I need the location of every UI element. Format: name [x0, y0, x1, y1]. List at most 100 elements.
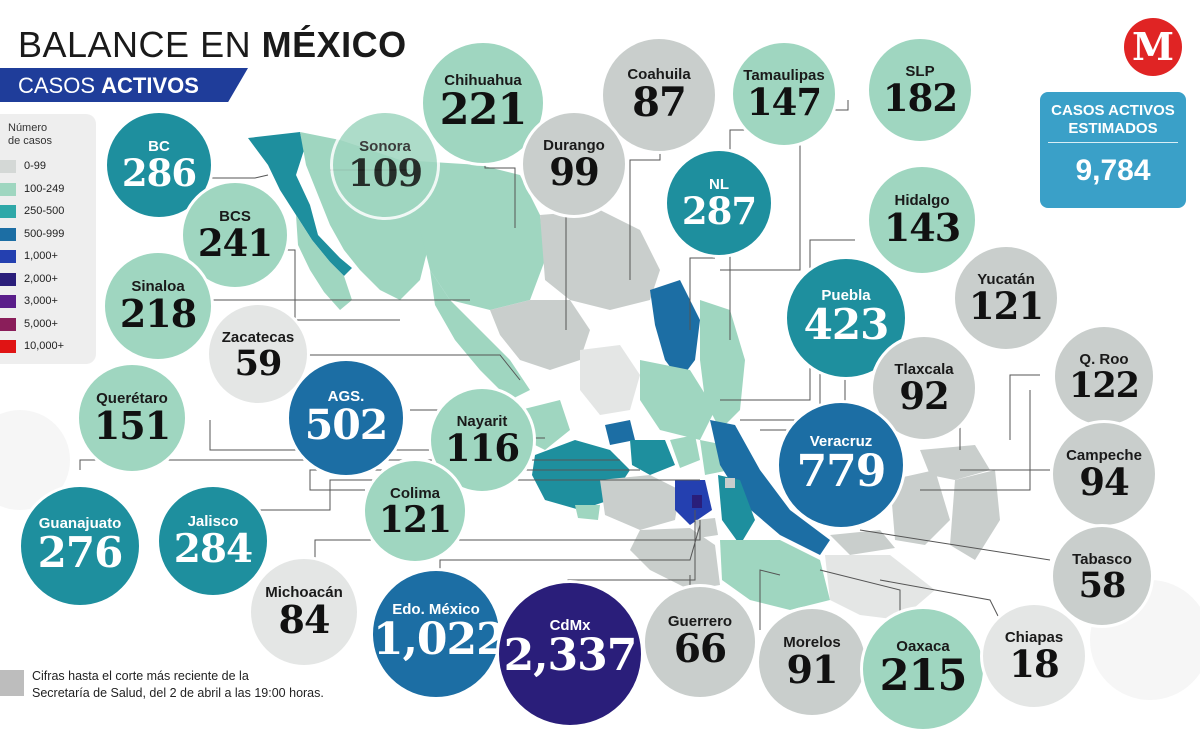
- state-name: Jalisco: [187, 512, 239, 530]
- state-value: 58: [1078, 564, 1127, 606]
- legend-swatch: [0, 317, 16, 331]
- estimated-title: CASOS ACTIVOS ESTIMADOS: [1040, 102, 1186, 138]
- legend-title: Número de casos: [8, 122, 52, 148]
- legend-swatch: [0, 295, 16, 308]
- page-title: BALANCE EN MÉXICO: [18, 24, 407, 66]
- region-cdmx: [692, 495, 702, 508]
- legend-swatch: [0, 182, 16, 196]
- state-bubble-oaxaca: Oaxaca 215: [860, 606, 986, 732]
- state-value: 287: [681, 188, 757, 233]
- state-name: Q. Roo: [1079, 350, 1129, 368]
- state-value: 59: [234, 342, 283, 384]
- state-name: AGS.: [327, 388, 365, 406]
- subtitle-emphasis: ACTIVOS: [101, 73, 199, 98]
- state-value: 276: [37, 528, 124, 578]
- state-name: Puebla: [821, 287, 871, 305]
- state-value: 286: [121, 150, 197, 195]
- region-colima: [575, 505, 600, 520]
- state-value: 423: [803, 300, 890, 350]
- milenio-logo: M: [1124, 18, 1182, 76]
- legend-title-line1: Número: [8, 122, 48, 134]
- state-bubble-hidalgo: Hidalgo 143: [866, 164, 978, 276]
- state-value: 66: [673, 626, 727, 673]
- footnote-line2: Secretaría de Salud, del 2 de abril a la…: [32, 686, 324, 700]
- footnote-swatch: [0, 670, 24, 696]
- state-name: Nayarit: [456, 413, 508, 431]
- legend-swatch: [0, 227, 16, 241]
- estimated-divider: [1048, 142, 1178, 143]
- state-name: Michoacán: [265, 584, 343, 602]
- state-bubble-slp: SLP 182: [866, 36, 974, 144]
- state-name: Chiapas: [1004, 629, 1064, 647]
- region-qroo: [950, 470, 1000, 560]
- state-bubble-sonora: Sonora 109: [330, 110, 440, 220]
- legend-label: 10,000+: [24, 340, 65, 352]
- state-name: SLP: [905, 63, 935, 81]
- state-name: NL: [709, 175, 729, 193]
- region-campeche: [890, 470, 950, 545]
- state-value: 121: [968, 284, 1044, 329]
- state-name: Querétaro: [96, 390, 168, 408]
- state-bubble-tlaxcala: Tlaxcala 92: [870, 334, 978, 442]
- region-queretaro: [670, 435, 700, 468]
- region-morelos: [695, 518, 718, 538]
- state-name: Tabasco: [1072, 550, 1132, 568]
- region-durango: [490, 300, 590, 370]
- legend-swatch: [0, 340, 16, 353]
- legend-item: 500-999: [0, 226, 96, 242]
- region-chiapas: [825, 555, 935, 620]
- legend-swatch: [0, 205, 16, 218]
- state-name: BCS: [219, 207, 251, 225]
- region-coahuila: [540, 210, 660, 310]
- state-bubble-colima: Colima 121: [362, 458, 468, 564]
- region-ags: [605, 420, 635, 445]
- state-name: Edo. México: [392, 601, 480, 619]
- region-guerrero: [630, 528, 720, 590]
- state-name: Colima: [389, 485, 440, 502]
- state-value: 221: [439, 84, 528, 135]
- state-value: 116: [444, 426, 520, 471]
- state-bubble-sinaloa: Sinaloa 218: [102, 250, 214, 362]
- legend-title-line2: de casos: [8, 135, 53, 147]
- legend-item: 1,000+: [0, 248, 96, 264]
- state-value: 151: [93, 403, 171, 449]
- state-bubble-guanajuato: Guanajuato 276: [18, 484, 142, 608]
- state-value: 94: [1079, 460, 1130, 505]
- state-bubble-campeche: Campeche 94: [1050, 420, 1158, 528]
- state-bubble-chiapas: Chiapas 18: [980, 602, 1088, 710]
- state-value: 284: [173, 525, 253, 572]
- state-bubble-tabasco: Tabasco 58: [1050, 524, 1154, 628]
- state-value: 122: [1068, 364, 1140, 406]
- state-bubble-jalisco: Jalisco 284: [156, 484, 270, 598]
- region-slp: [640, 360, 715, 440]
- footnote: Cifras hasta el corte más reciente de la…: [32, 668, 362, 702]
- estimated-title-line1: CASOS ACTIVOS: [1051, 102, 1175, 119]
- legend-label: 100-249: [24, 182, 65, 195]
- legend-item: 0-99: [0, 158, 96, 174]
- region-oaxaca: [720, 540, 830, 610]
- region-zacatecas: [580, 345, 640, 415]
- region-nl: [650, 280, 700, 380]
- state-name: CdMx: [549, 617, 591, 635]
- legend-label: 3,000+: [24, 295, 58, 307]
- legend: Número de casos 0-99 100-249 250-500 500-99…: [0, 114, 96, 364]
- state-name: BC: [148, 137, 170, 155]
- legend-item: 10,000+: [0, 338, 96, 354]
- title-text: BALANCE EN: [18, 24, 262, 65]
- state-bubble-queretaro: Querétaro 151: [76, 362, 188, 474]
- region-chihuahua: [400, 160, 545, 310]
- legend-swatch: [0, 272, 16, 286]
- state-value: 215: [879, 650, 968, 701]
- legend-item: 5,000+: [0, 316, 96, 332]
- state-bubble-yucatan: Yucatán 121: [952, 244, 1060, 352]
- region-bcs: [296, 215, 352, 310]
- region-bc: [248, 132, 352, 276]
- estimated-value: 9,784: [1075, 154, 1151, 187]
- region-tamaulipas: [700, 300, 745, 430]
- state-value: 147: [746, 80, 822, 125]
- state-bubble-bcs: BCS 241: [180, 180, 290, 290]
- state-bubble-cdmx: CdMx 2,337: [496, 580, 644, 728]
- state-value: 218: [119, 291, 197, 337]
- state-value: 99: [549, 150, 600, 195]
- state-value: 109: [347, 150, 423, 195]
